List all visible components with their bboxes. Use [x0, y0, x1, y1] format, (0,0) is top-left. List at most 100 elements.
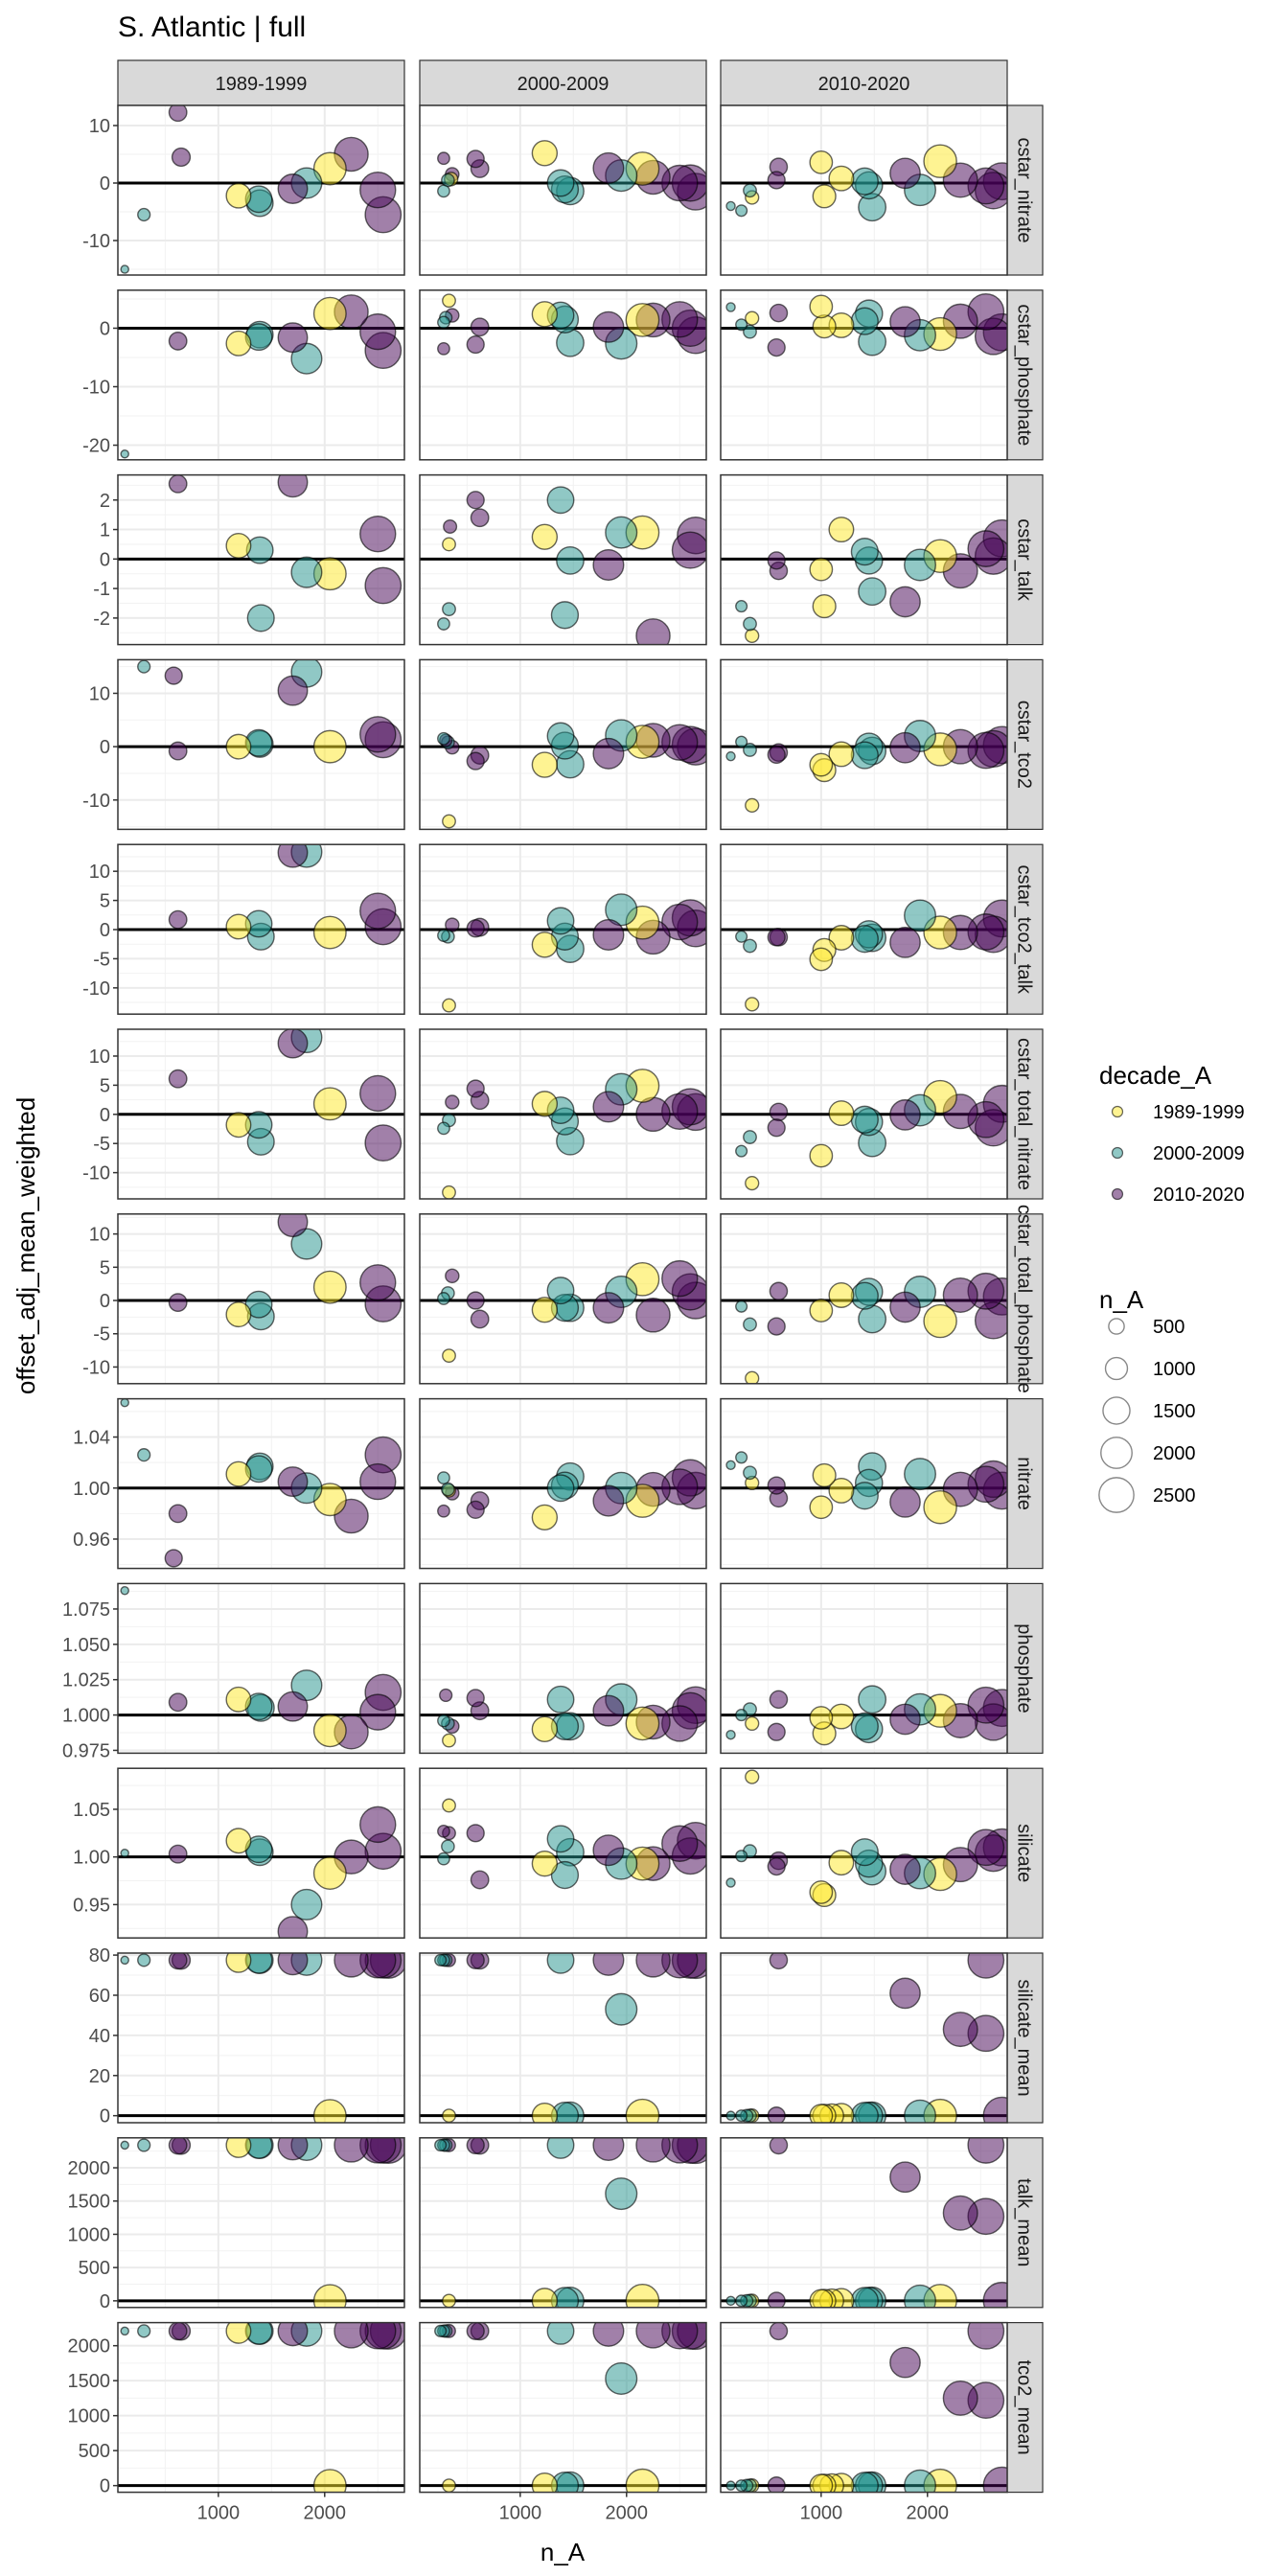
data-point: [592, 918, 625, 952]
data-point: [828, 1477, 855, 1504]
facet-panel: [117, 658, 405, 831]
data-point: [466, 2137, 485, 2155]
data-point: [531, 751, 559, 778]
data-point: [437, 1292, 450, 1305]
y-tick-label: 5: [100, 891, 110, 912]
row-strip: [1006, 1397, 1044, 1570]
data-point: [531, 1715, 559, 1743]
y-tick-label: 5: [100, 1075, 110, 1096]
y-tick-label: 0: [100, 1291, 110, 1312]
x-axis-title: n_A: [540, 2538, 586, 2566]
data-point: [592, 737, 625, 770]
data-point: [735, 2294, 748, 2308]
data-point: [359, 716, 397, 753]
data-point: [967, 530, 1005, 567]
data-point: [470, 1870, 490, 1890]
data-point: [904, 2469, 936, 2493]
legend-color-label: 2010-2020: [1153, 1184, 1245, 1206]
data-point: [625, 2468, 660, 2493]
data-point: [546, 1685, 575, 1714]
data-point: [812, 184, 837, 209]
data-point: [531, 1091, 559, 1117]
data-point: [359, 1264, 397, 1301]
data-point: [359, 1074, 397, 1113]
panel-background: [118, 2137, 404, 2308]
data-point: [923, 144, 957, 178]
data-point: [168, 1293, 188, 1313]
data-point: [442, 537, 456, 552]
data-point: [850, 1482, 879, 1510]
panel-border: [419, 843, 707, 1015]
facet-panel: [419, 1397, 707, 1570]
data-point: [546, 1825, 575, 1853]
data-point: [942, 2380, 978, 2416]
data-point: [434, 1953, 448, 1966]
y-tick-label: 1: [100, 520, 110, 541]
column-strip-label: 1989-1999: [216, 74, 308, 95]
data-point: [809, 2104, 834, 2123]
facet-panel: [720, 1582, 1008, 1755]
data-point: [359, 1693, 397, 1731]
data-point: [725, 1729, 736, 1740]
panel-border: [117, 289, 405, 461]
panel-border: [419, 2137, 707, 2309]
data-point: [725, 200, 736, 212]
data-point: [767, 338, 786, 357]
data-point: [735, 930, 748, 943]
data-point: [120, 1848, 129, 1858]
x-tick-label: 1000: [499, 2503, 542, 2524]
data-point: [605, 516, 638, 549]
data-point: [168, 331, 188, 351]
data-point: [605, 2361, 638, 2396]
data-point: [290, 1228, 323, 1260]
row-strip-label: cstar_nitrate: [1014, 137, 1035, 242]
legend-size-label: 2500: [1153, 1485, 1196, 1506]
facet-panel: [419, 1952, 707, 2124]
data-point: [858, 577, 887, 607]
data-point: [442, 1798, 456, 1813]
data-point: [592, 1694, 625, 1727]
data-point: [812, 594, 837, 619]
data-point: [767, 2106, 786, 2123]
column-strip: [117, 59, 405, 106]
panel-border: [117, 843, 405, 1015]
data-point: [277, 2322, 309, 2347]
row-strip-label: silicate_mean: [1014, 1979, 1035, 2096]
data-point: [434, 2138, 448, 2151]
y-tick-label: -10: [82, 978, 110, 1000]
legend-size-label: 2000: [1153, 1443, 1196, 1464]
y-tick-label: 2: [100, 491, 110, 512]
data-point: [635, 1298, 671, 1333]
facet-panel: [117, 1397, 405, 1570]
data-point: [743, 183, 757, 198]
data-point: [605, 893, 638, 927]
data-point: [889, 586, 921, 618]
facet-panel: [419, 473, 707, 646]
facet-panel: [117, 1028, 405, 1200]
legend-size-key: [1098, 1477, 1135, 1513]
data-point: [168, 1844, 188, 1864]
column-strip-label: 2000-2009: [518, 74, 610, 95]
legend-size-items: 500 1000 1500 2000 2500: [1098, 1317, 1196, 1513]
row-strip-label: cstar_phosphate: [1014, 304, 1035, 446]
data-point: [858, 1685, 887, 1714]
data-point: [592, 1484, 625, 1517]
data-point: [809, 947, 834, 972]
data-point: [277, 1466, 309, 1498]
data-point: [625, 2098, 660, 2123]
data-point: [225, 182, 252, 209]
data-point: [767, 551, 786, 570]
data-point: [850, 1838, 879, 1867]
data-point: [745, 628, 760, 643]
data-point: [168, 105, 188, 123]
row-strip: [1006, 1213, 1044, 1385]
y-tick-label: 1500: [68, 2371, 111, 2392]
y-tick-label: 1.05: [73, 1800, 110, 1821]
data-point: [466, 1079, 485, 1098]
y-tick-label: 2000: [68, 2158, 111, 2179]
y-tick-label: 1.000: [62, 1706, 110, 1727]
data-point: [889, 2346, 921, 2379]
y-tick-label: 40: [89, 2026, 110, 2047]
panel-background: [420, 2322, 706, 2493]
data-point: [735, 318, 748, 332]
